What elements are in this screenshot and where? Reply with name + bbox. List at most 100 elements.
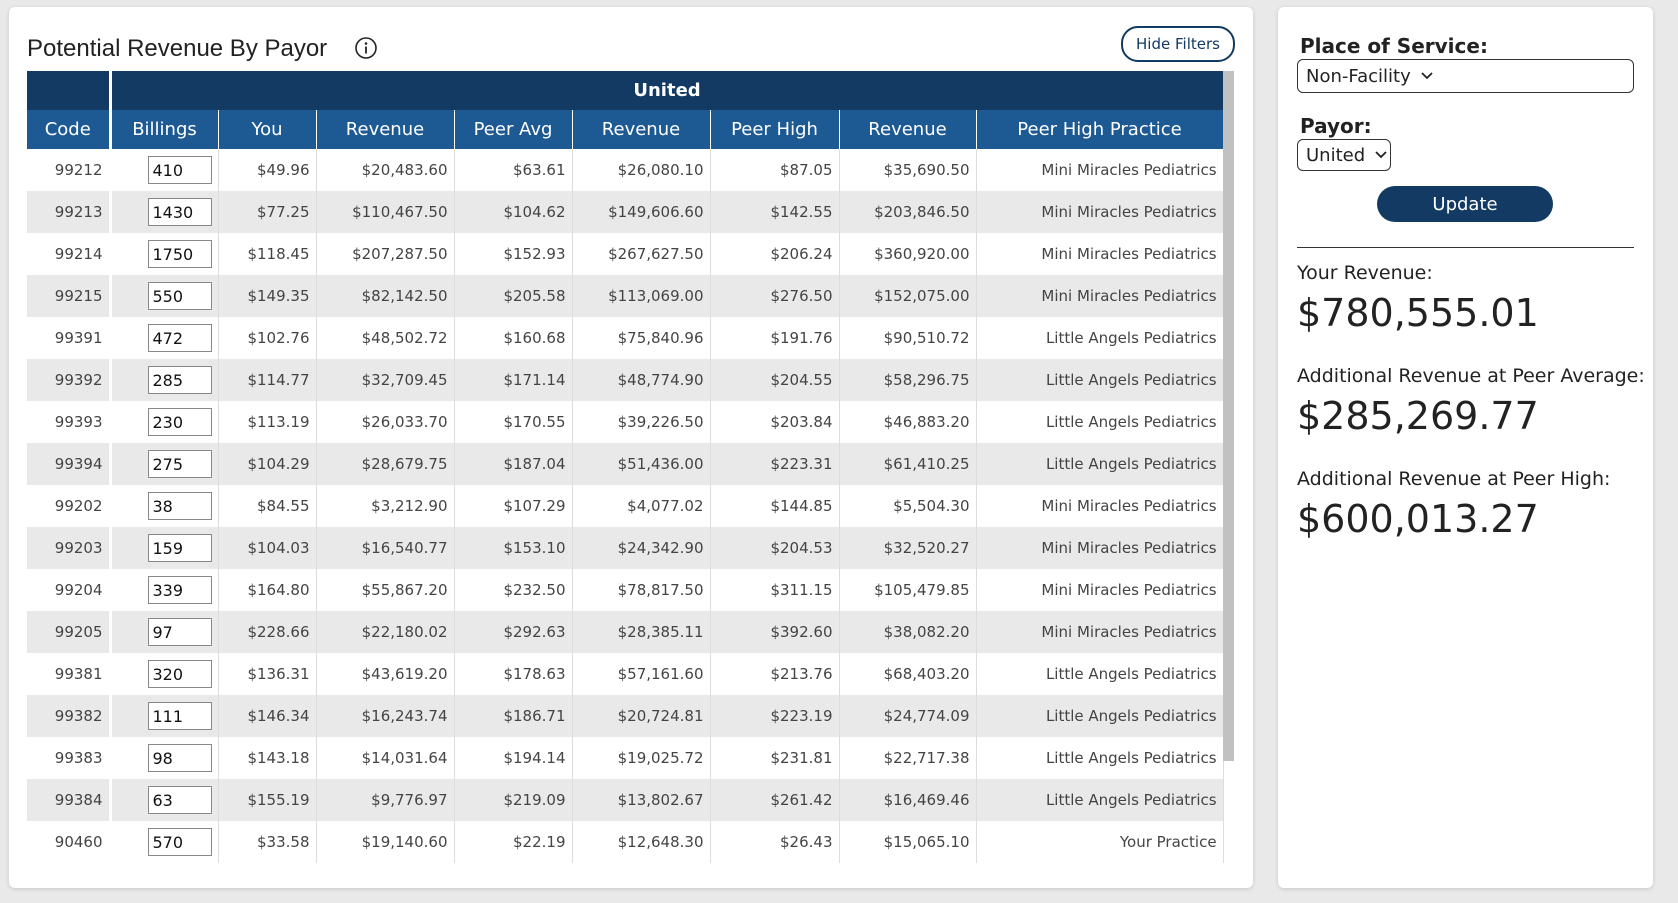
table-cell: $206.24: [710, 233, 840, 275]
table-cell: $90,510.72: [839, 317, 977, 359]
table-cell: $48,774.90: [572, 359, 711, 401]
column-header: You: [218, 110, 317, 149]
billings-input[interactable]: [147, 366, 212, 394]
place-of-service-select[interactable]: Non-Facility: [1297, 59, 1634, 93]
summary-label: Your Revenue:: [1297, 262, 1433, 284]
table-cell: Mini Miracles Pediatrics: [976, 527, 1224, 569]
table-cell: $171.14: [454, 359, 573, 401]
billings-cell: [110, 401, 219, 443]
table-row: 99382$146.34$16,243.74$186.71$20,724.81$…: [27, 695, 1224, 737]
table-cell: $32,520.27: [839, 527, 977, 569]
table-cell: $104.03: [218, 527, 317, 569]
table-cell: $164.80: [218, 569, 317, 611]
payor-select[interactable]: United: [1297, 139, 1391, 171]
billings-input[interactable]: [147, 450, 212, 478]
table-cell: Mini Miracles Pediatrics: [976, 149, 1224, 191]
table-cell: 99383: [27, 737, 112, 779]
billings-cell: [110, 149, 219, 191]
summary-label: Additional Revenue at Peer Average:: [1297, 365, 1645, 387]
table-cell: $15,065.10: [839, 821, 977, 863]
info-icon[interactable]: [354, 36, 378, 60]
table-cell: $178.63: [454, 653, 573, 695]
table-cell: $191.76: [710, 317, 840, 359]
table-cell: $146.34: [218, 695, 317, 737]
summary-value: $780,555.01: [1297, 291, 1539, 335]
billings-cell: [110, 737, 219, 779]
table-cell: 99204: [27, 569, 112, 611]
table-cell: 99384: [27, 779, 112, 821]
table-cell: $55,867.20: [316, 569, 455, 611]
table-cell: $14,031.64: [316, 737, 455, 779]
table-row: 99213 $77.25$110,467.50$104.62$149,606.60…: [27, 191, 1224, 233]
table-cell: $205.58: [454, 275, 573, 317]
billings-input[interactable]: [147, 702, 212, 730]
table-cell: $19,025.72: [572, 737, 711, 779]
table-cell: 99213: [27, 191, 112, 233]
billings-input[interactable]: [147, 408, 212, 436]
table-cell: $194.14: [454, 737, 573, 779]
billings-cell: [110, 485, 219, 527]
update-button[interactable]: Update: [1377, 186, 1553, 222]
table-cell: $102.76: [218, 317, 317, 359]
table-cell: Little Angels Pediatrics: [976, 401, 1224, 443]
table-cell: $43,619.20: [316, 653, 455, 695]
divider: [1297, 247, 1634, 248]
billings-input[interactable]: [147, 618, 212, 646]
table-cell: $84.55: [218, 485, 317, 527]
table-row: 99215 $149.35$82,142.50$205.58$113,069.00…: [27, 275, 1224, 317]
table-cell: $105,479.85: [839, 569, 977, 611]
hide-filters-button[interactable]: Hide Filters: [1121, 26, 1235, 62]
table-cell: $12,648.30: [572, 821, 711, 863]
table-cell: $28,385.11: [572, 611, 711, 653]
table-cell: $22.19: [454, 821, 573, 863]
column-header: Revenue: [572, 110, 711, 149]
table-cell: $51,436.00: [572, 443, 711, 485]
billings-input[interactable]: [147, 492, 212, 520]
table-cell: $87.05: [710, 149, 840, 191]
table-cell: 99382: [27, 695, 112, 737]
table-cell: Mini Miracles Pediatrics: [976, 485, 1224, 527]
billings-input[interactable]: [147, 828, 212, 856]
table-row: 99392$114.77$32,709.45$171.14$48,774.90$…: [27, 359, 1224, 401]
table-cell: $223.19: [710, 695, 840, 737]
table-cell: $113,069.00: [572, 275, 711, 317]
table-cell: Your Practice: [976, 821, 1224, 863]
table-cell: $48,502.72: [316, 317, 455, 359]
billings-input[interactable]: [147, 156, 212, 184]
billings-input[interactable]: [147, 198, 212, 226]
billings-input[interactable]: [147, 576, 212, 604]
table-cell: $149.35: [218, 275, 317, 317]
table-cell: $187.04: [454, 443, 573, 485]
table-cell: $155.19: [218, 779, 317, 821]
billings-input[interactable]: [147, 786, 212, 814]
table-row: 99384 $155.19$9,776.97$219.09$13,802.67$2…: [27, 779, 1224, 821]
table-cell: 99381: [27, 653, 112, 695]
billings-input[interactable]: [147, 660, 212, 688]
table-cell: $149,606.60: [572, 191, 711, 233]
billings-cell: [110, 653, 219, 695]
table-cell: $3,212.90: [316, 485, 455, 527]
billings-input[interactable]: [147, 324, 212, 352]
scrollbar[interactable]: [1223, 71, 1234, 761]
table-cell: $5,504.30: [839, 485, 977, 527]
table-cell: $203.84: [710, 401, 840, 443]
table-cell: $26.43: [710, 821, 840, 863]
table-cell: $152,075.00: [839, 275, 977, 317]
table-cell: 99394: [27, 443, 112, 485]
billings-input[interactable]: [147, 744, 212, 772]
table-cell: $24,774.09: [839, 695, 977, 737]
table-cell: 99202: [27, 485, 112, 527]
table-cell: $392.60: [710, 611, 840, 653]
table-cell: $228.66: [218, 611, 317, 653]
table-cell: 99393: [27, 401, 112, 443]
billings-cell: [110, 779, 219, 821]
billings-input[interactable]: [147, 534, 212, 562]
table-cell: $4,077.02: [572, 485, 711, 527]
table-row: 99204$164.80$55,867.20$232.50$78,817.50$…: [27, 569, 1224, 611]
billings-input[interactable]: [147, 282, 212, 310]
table-cell: $207,287.50: [316, 233, 455, 275]
table-cell: $114.77: [218, 359, 317, 401]
table-cell: $24,342.90: [572, 527, 711, 569]
billings-input[interactable]: [147, 240, 212, 268]
table-cell: $26,080.10: [572, 149, 711, 191]
